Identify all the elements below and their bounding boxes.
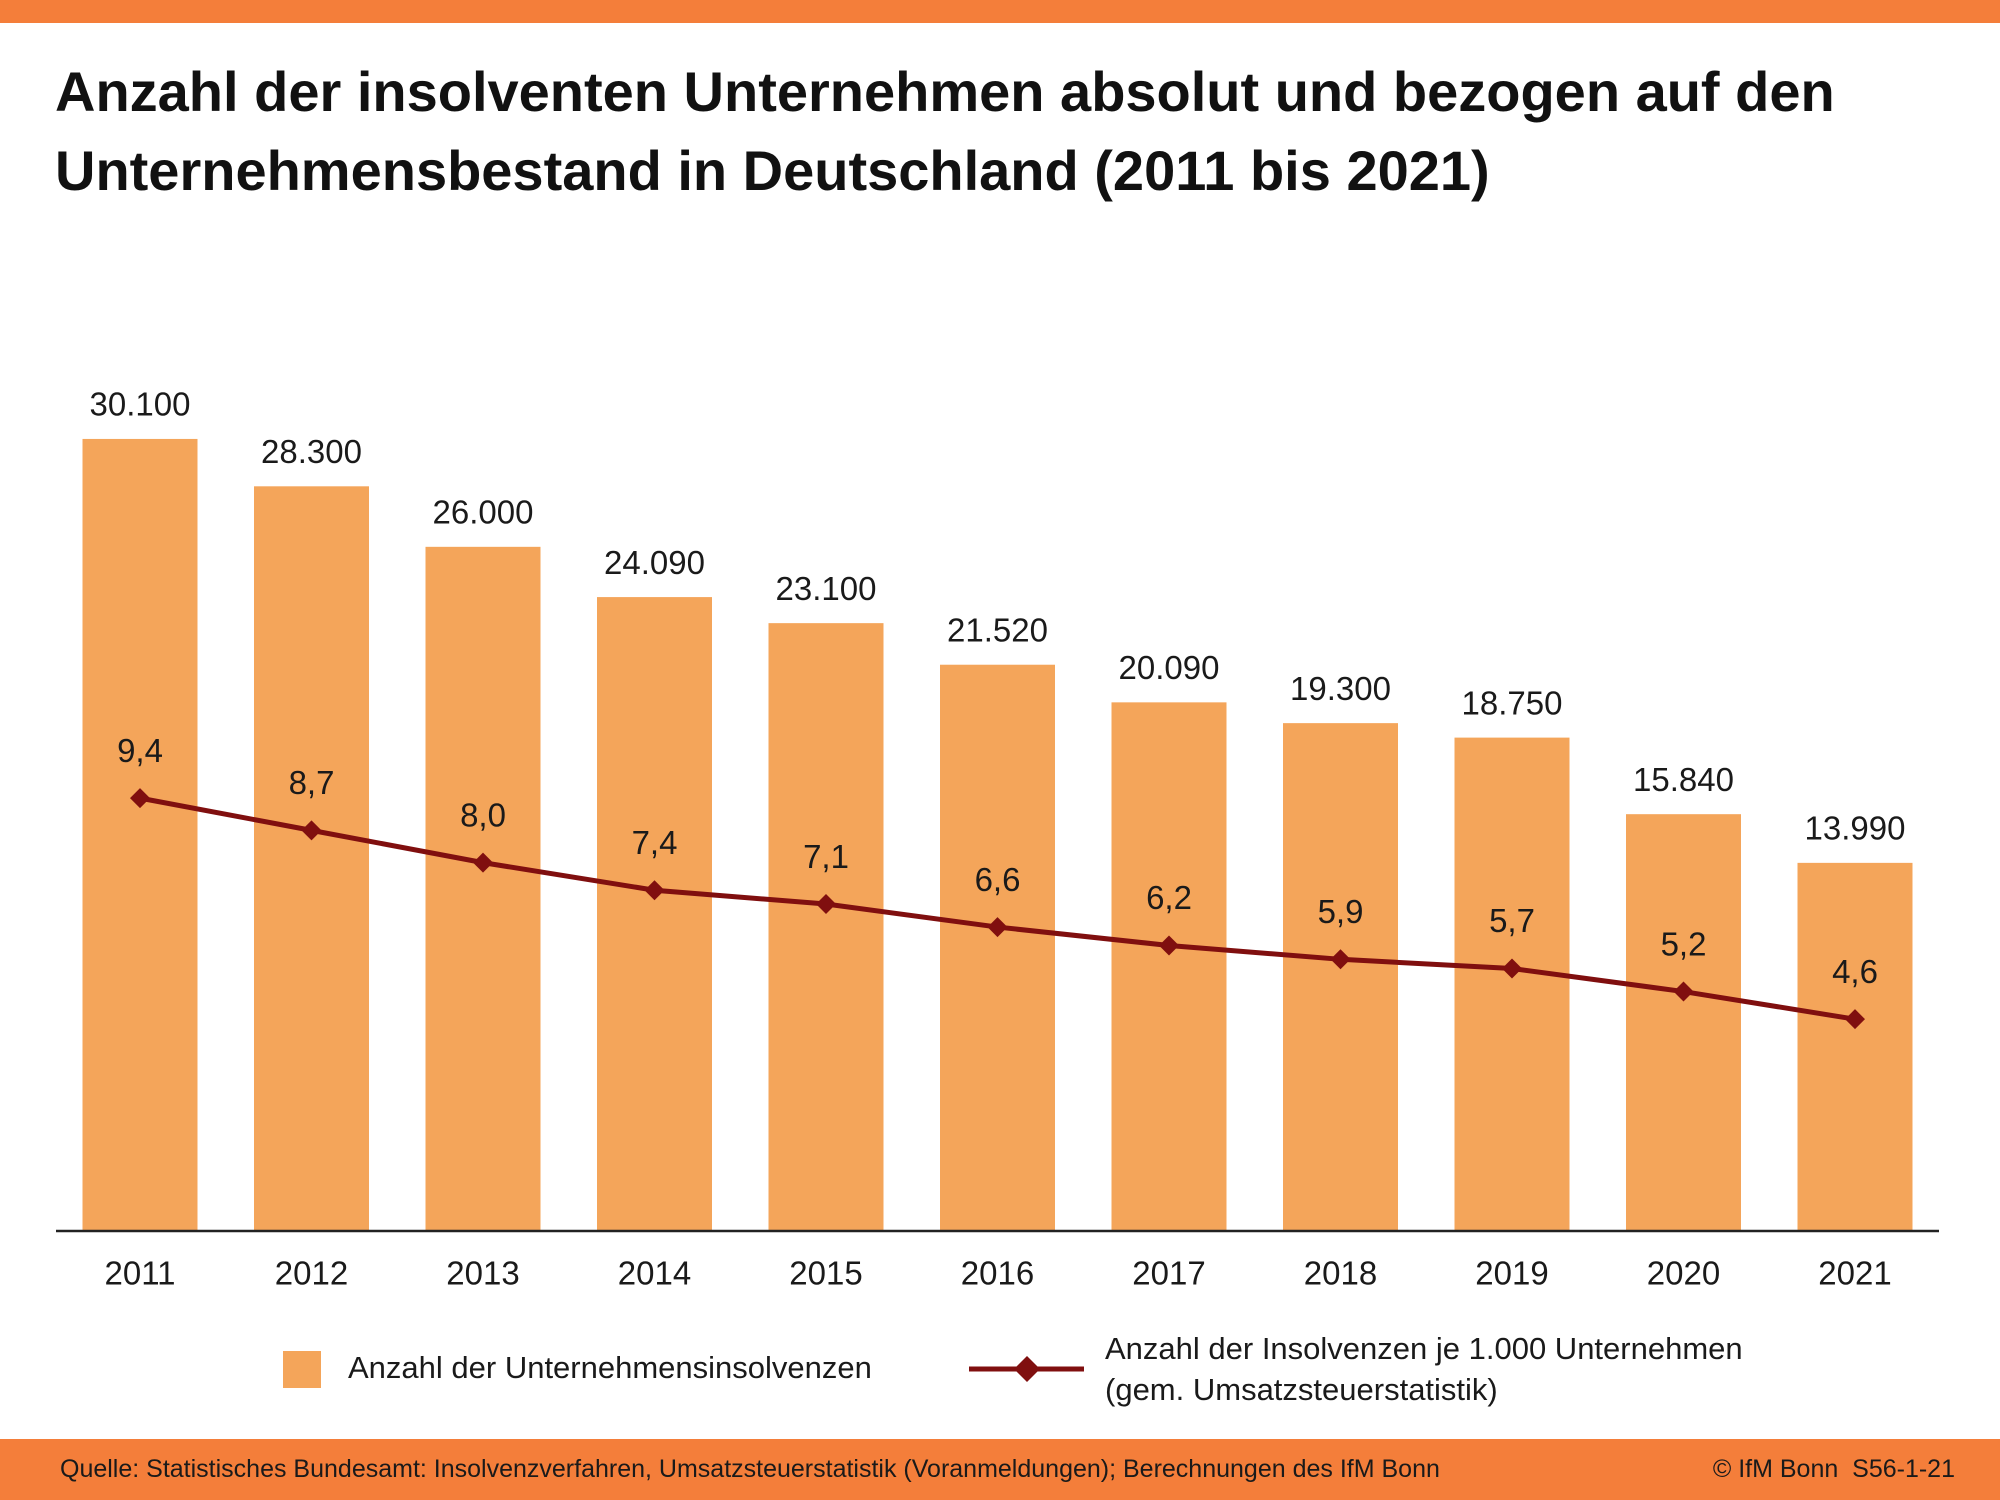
x-tick-label: 2016 — [961, 1255, 1034, 1292]
line-value-label: 6,6 — [975, 861, 1021, 898]
x-tick-label: 2021 — [1818, 1255, 1891, 1292]
line-marker — [301, 820, 322, 841]
line-value-label: 9,4 — [117, 732, 163, 769]
line-marker — [1845, 1009, 1865, 1030]
line-marker — [1502, 958, 1522, 979]
bar-value-label: 24.090 — [604, 544, 705, 581]
x-tick-label: 2014 — [618, 1255, 691, 1292]
bar-value-label: 15.840 — [1633, 761, 1734, 798]
line-marker — [987, 917, 1008, 938]
bar — [1111, 702, 1227, 1231]
bar — [768, 623, 884, 1231]
legend-swatch — [283, 1351, 321, 1388]
bar — [1626, 814, 1741, 1231]
bar-value-label: 30.100 — [90, 386, 191, 423]
bar — [597, 597, 712, 1231]
bar-value-label: 28.300 — [261, 433, 362, 470]
line-value-label: 8,7 — [289, 764, 335, 801]
x-tick-label: 2018 — [1304, 1255, 1377, 1292]
line-marker — [473, 852, 493, 873]
bar-value-label: 18.750 — [1462, 684, 1563, 721]
bar — [1283, 723, 1398, 1231]
line-value-label: 7,4 — [632, 824, 678, 861]
line-marker — [1330, 949, 1351, 970]
bar — [940, 664, 1055, 1231]
legend-label: Anzahl der Insolvenzen je 1.000 Unterneh… — [1105, 1331, 1743, 1407]
chart-title: Anzahl der insolventen Unternehmen absol… — [55, 60, 1835, 202]
line-value-label: 6,2 — [1146, 879, 1192, 916]
line-value-label: 4,6 — [1832, 953, 1878, 990]
bar-value-label: 20.090 — [1119, 649, 1220, 686]
line-value-label: 5,2 — [1661, 925, 1707, 962]
footer-band — [0, 1439, 2000, 1500]
line-marker — [644, 880, 665, 901]
line-marker — [1159, 935, 1179, 956]
line-value-label: 5,7 — [1489, 902, 1535, 939]
legend-label: Anzahl der Unternehmensinsolvenzen — [348, 1350, 872, 1385]
line-value-label: 5,9 — [1318, 893, 1364, 930]
credit-note: © IfM Bonn S56-1-21 — [1712, 1455, 1955, 1483]
x-tick-label: 2012 — [275, 1255, 348, 1292]
line-marker — [816, 894, 836, 915]
bar-value-label: 26.000 — [433, 494, 534, 531]
line-value-label: 7,1 — [803, 838, 849, 875]
line-value-label: 8,0 — [460, 796, 506, 833]
x-tick-label: 2019 — [1475, 1255, 1548, 1292]
bar-value-label: 23.100 — [776, 570, 877, 607]
top-band — [0, 0, 2000, 23]
legend-marker — [1014, 1356, 1040, 1382]
bar — [1797, 862, 1913, 1231]
line-marker — [130, 788, 150, 809]
x-tick-label: 2017 — [1132, 1255, 1205, 1292]
x-tick-label: 2015 — [789, 1255, 862, 1292]
source-note: Quelle: Statistisches Bundesamt: Insolve… — [60, 1455, 1440, 1483]
bar-value-label: 19.300 — [1290, 670, 1391, 707]
x-tick-label: 2020 — [1647, 1255, 1720, 1292]
bar — [254, 486, 369, 1231]
line-marker — [1673, 981, 1694, 1002]
bar — [425, 546, 541, 1231]
bar — [82, 438, 198, 1231]
bar-value-label: 21.520 — [947, 611, 1048, 648]
bar-value-label: 13.990 — [1805, 810, 1906, 847]
x-tick-label: 2011 — [105, 1255, 176, 1292]
x-tick-label: 2013 — [446, 1255, 519, 1292]
bar — [1454, 737, 1570, 1231]
